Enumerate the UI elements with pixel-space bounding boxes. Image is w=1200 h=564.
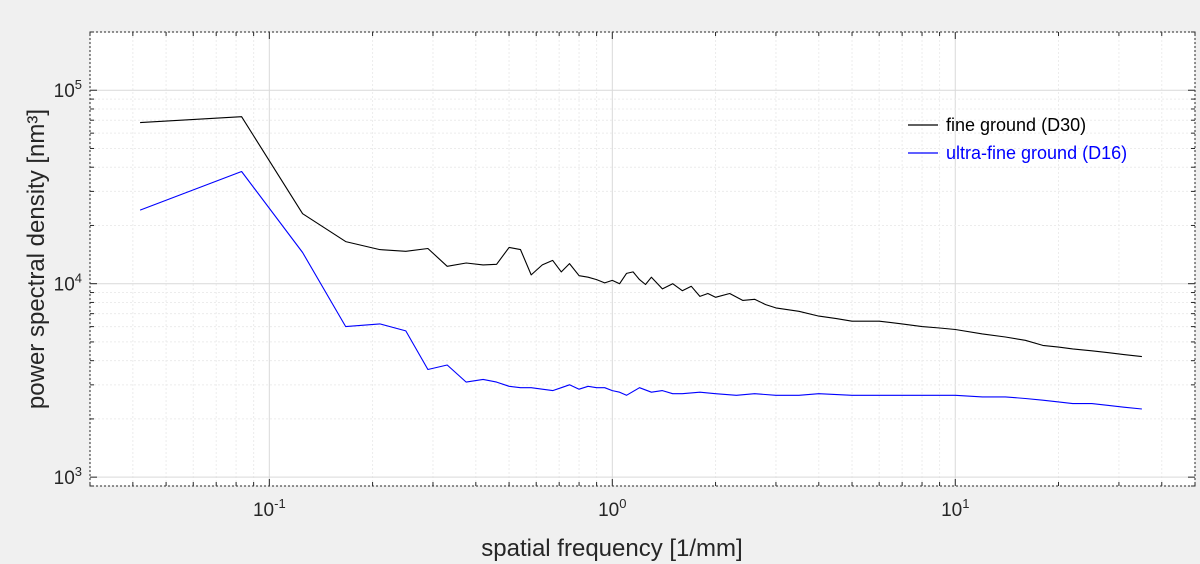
x-tick-label: 100	[598, 496, 626, 521]
axis-ticks: 10-1 100 101 103 104 105	[54, 31, 1196, 521]
legend-label-ultra-fine-ground: ultra-fine ground (D16)	[946, 143, 1127, 163]
x-axis-label: spatial frequency [1/mm]	[481, 535, 742, 562]
x-tick-label: 101	[941, 496, 969, 521]
y-tick-label: 103	[54, 464, 82, 489]
legend-label-fine-ground: fine ground (D30)	[946, 115, 1086, 135]
series-line-fine-ground	[140, 116, 1142, 358]
x-tick-label: 10-1	[253, 496, 286, 521]
grid-lines	[89, 31, 1196, 487]
y-axis-label: power spectral density [nm³]	[23, 109, 50, 409]
series-layer	[139, 116, 1142, 410]
y-tick-label: 104	[54, 271, 82, 296]
series-line-ultra-fine-ground	[139, 170, 1142, 410]
plot-background	[89, 31, 1196, 487]
y-tick-label: 105	[54, 77, 82, 102]
legend: fine ground (D30) ultra-fine ground (D16…	[908, 115, 1127, 163]
